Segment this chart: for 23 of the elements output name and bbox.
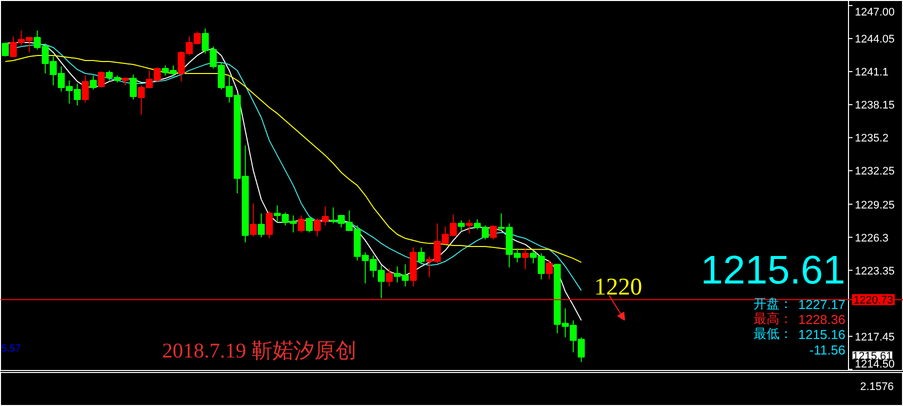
- text: -11.56: [809, 342, 846, 358]
- text: 最低：: [753, 327, 792, 342]
- text: 1215.61: [700, 248, 846, 293]
- annotation: 2018.7.19 靳婼汐原创: [162, 338, 356, 362]
- annotation: 5.57: [1, 344, 22, 355]
- text: 1228.36: [798, 312, 846, 328]
- text: 2.1576: [860, 381, 894, 394]
- ref-line-label: 1220.73: [854, 294, 894, 307]
- y-tick-label: 1226.3: [854, 232, 889, 244]
- y-tick-label: 1217.45: [854, 331, 895, 344]
- y-tick-label: 1235.2: [854, 132, 889, 145]
- y-tick-label: 1229.25: [854, 199, 895, 212]
- text: 1215.16: [798, 327, 846, 342]
- y-tick-label: 1232.25: [854, 166, 895, 178]
- text: 最高：: [753, 311, 792, 328]
- y-tick-label: 1244.05: [854, 34, 895, 46]
- text: 开盘：: [753, 296, 792, 312]
- y-tick-label: 1247.00: [854, 6, 895, 19]
- text: 1220: [594, 274, 642, 301]
- y-tick-label: 1238.15: [854, 100, 895, 112]
- y-tick-label: 1241.1: [854, 66, 889, 79]
- text: 1227.17: [798, 296, 846, 312]
- y-tick-label: 1223.35: [854, 265, 895, 278]
